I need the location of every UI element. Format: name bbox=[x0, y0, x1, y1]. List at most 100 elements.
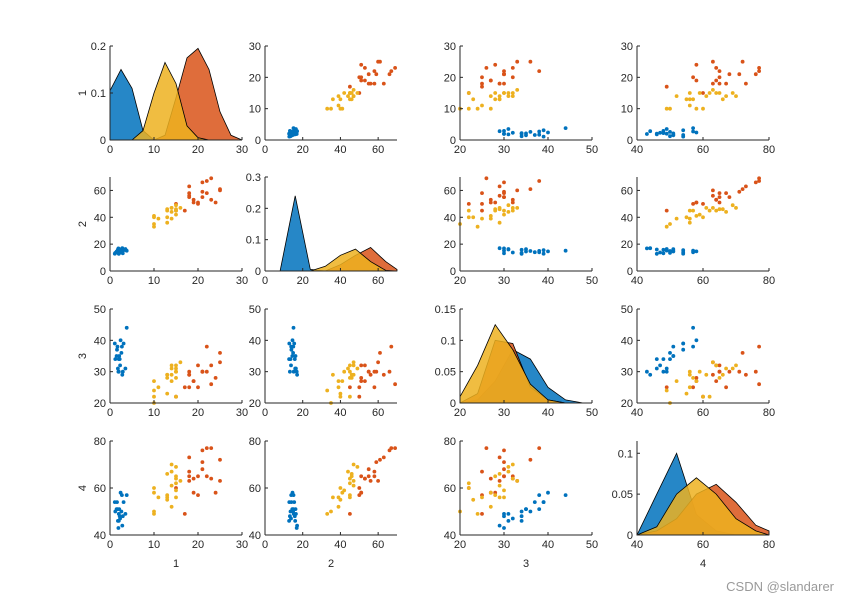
scatter-point-group_blue bbox=[528, 249, 533, 253]
scatter-point-group_yellow bbox=[704, 372, 709, 377]
scatter-point-group_blue bbox=[563, 126, 568, 130]
scatter-point-group_blue bbox=[645, 246, 649, 251]
scatter-point-group_yellow bbox=[497, 206, 502, 210]
y-tick-label: 60 bbox=[94, 483, 106, 495]
scatter-point-group_orange bbox=[724, 191, 728, 196]
scatter-point-group_blue bbox=[519, 519, 524, 523]
scatter-point-group_orange bbox=[510, 197, 515, 202]
scatter-point-group_yellow bbox=[340, 106, 345, 111]
scatter-point-group_yellow bbox=[694, 379, 699, 383]
x-tick-label: 40 bbox=[334, 144, 346, 156]
y-tick-label: 50 bbox=[249, 304, 261, 316]
scatter-point-group_yellow bbox=[497, 94, 502, 98]
scatter-point-group_orange bbox=[493, 200, 498, 205]
scatter-point-group_yellow bbox=[694, 106, 699, 111]
scatter-point-group_blue bbox=[654, 366, 659, 371]
scatter-point-group_yellow bbox=[497, 495, 502, 500]
scatter-point-group_orange bbox=[191, 490, 196, 495]
scatter-point-group_yellow bbox=[331, 372, 335, 377]
scatter-point-group_blue bbox=[671, 132, 676, 137]
scatter-point-group_orange bbox=[204, 474, 209, 479]
x-tick-label: 40 bbox=[631, 407, 643, 419]
x-tick-label: 40 bbox=[631, 539, 643, 551]
scatter-point-group_yellow bbox=[156, 385, 161, 390]
scatter-point-group_orange bbox=[717, 363, 722, 368]
scatter-point-group_blue bbox=[116, 369, 121, 374]
scatter-point-group_orange bbox=[218, 187, 222, 192]
x-tick-label: 20 bbox=[454, 144, 466, 156]
y-tick-label: 20 bbox=[249, 398, 261, 410]
scatter-point-group_blue bbox=[519, 251, 524, 255]
y-tick-label: 40 bbox=[249, 530, 261, 542]
scatter-point-group_orange bbox=[502, 81, 506, 86]
x-tick-label: 60 bbox=[372, 275, 384, 287]
scatter-point-group_yellow bbox=[336, 495, 341, 500]
x-tick-label: 20 bbox=[454, 539, 466, 551]
scatter-point-group_orange bbox=[510, 200, 515, 205]
scatter-point-group_blue bbox=[120, 250, 124, 255]
x-tick-label: 40 bbox=[542, 144, 554, 156]
scatter-point-group_yellow bbox=[331, 495, 335, 500]
scatter-point-group_blue bbox=[292, 357, 297, 361]
scatter-point-group_orange bbox=[374, 460, 379, 464]
scatter-point-group_orange bbox=[528, 59, 533, 64]
scatter-point-group_blue bbox=[502, 132, 506, 136]
scatter-point-group_blue bbox=[691, 250, 695, 255]
scatter-point-group_yellow bbox=[152, 379, 156, 383]
x-tick-label: 20 bbox=[297, 539, 309, 551]
scatter-point-group_yellow bbox=[720, 372, 725, 377]
y-tick-label: 10 bbox=[249, 104, 261, 116]
scatter-point-group_blue bbox=[287, 134, 292, 139]
scatter-point-group_yellow bbox=[355, 91, 360, 95]
scatter-point-group_yellow bbox=[704, 206, 709, 210]
x-tick-label: 10 bbox=[148, 407, 160, 419]
scatter-point-group_orange bbox=[357, 385, 362, 390]
scatter-point-group_blue bbox=[288, 509, 293, 514]
y-tick-label: 0.05 bbox=[435, 367, 456, 379]
scatter-point-group_yellow bbox=[720, 207, 725, 212]
scatter-point-group_orange bbox=[717, 69, 722, 73]
x-tick-label: 40 bbox=[334, 539, 346, 551]
scatter-point-group_yellow bbox=[714, 363, 719, 368]
scatter-point-group_yellow bbox=[510, 462, 515, 467]
scatter-point-group_yellow bbox=[178, 479, 183, 483]
scatter-point-group_yellow bbox=[475, 224, 480, 229]
x-tick-label: 20 bbox=[297, 407, 309, 419]
scatter-point-group_blue bbox=[671, 344, 676, 349]
scatter-point-group_orange bbox=[348, 385, 352, 390]
scatter-point-group_blue bbox=[120, 372, 125, 377]
scatter-point-group_yellow bbox=[348, 369, 352, 374]
x-tick-label: 50 bbox=[586, 275, 598, 287]
scatter-point-group_yellow bbox=[346, 469, 350, 474]
scatter-point-group_yellow bbox=[466, 106, 471, 111]
y-tick-label: 0 bbox=[100, 135, 106, 147]
scatter-point-group_yellow bbox=[717, 91, 722, 95]
scatter-point-group_orange bbox=[209, 176, 214, 181]
scatter-point-group_yellow bbox=[707, 394, 712, 399]
scatter-point-group_orange bbox=[740, 59, 745, 64]
scatter-point-group_blue bbox=[120, 493, 124, 497]
x-tick-label: 40 bbox=[542, 407, 554, 419]
scatter-point-group_orange bbox=[204, 369, 209, 374]
scatter-point-group_blue bbox=[519, 134, 524, 139]
scatter-point-group_orange bbox=[724, 81, 728, 86]
scatter-point-group_blue bbox=[563, 248, 568, 253]
y-tick-label: 60 bbox=[249, 483, 261, 495]
scatter-point-group_orange bbox=[359, 474, 364, 479]
scatter-point-group_orange bbox=[488, 197, 493, 202]
scatter-point-group_blue bbox=[510, 250, 515, 255]
scatter-point-group_blue bbox=[121, 500, 126, 504]
scatter-point-group_yellow bbox=[355, 366, 360, 371]
scatter-point-group_blue bbox=[120, 369, 125, 374]
scatter-point-group_yellow bbox=[510, 208, 515, 213]
scatter-point-group_blue bbox=[294, 366, 298, 371]
scatter-point-group_yellow bbox=[475, 512, 480, 516]
scatter-point-group_orange bbox=[387, 72, 392, 77]
scatter-point-group_yellow bbox=[336, 103, 341, 108]
scatter-point-group_orange bbox=[701, 202, 705, 206]
scatter-point-group_blue bbox=[648, 129, 653, 134]
scatter-point-group_blue bbox=[519, 514, 524, 519]
y-tick-label: 20 bbox=[621, 72, 633, 84]
scatter-point-group_yellow bbox=[346, 94, 350, 98]
